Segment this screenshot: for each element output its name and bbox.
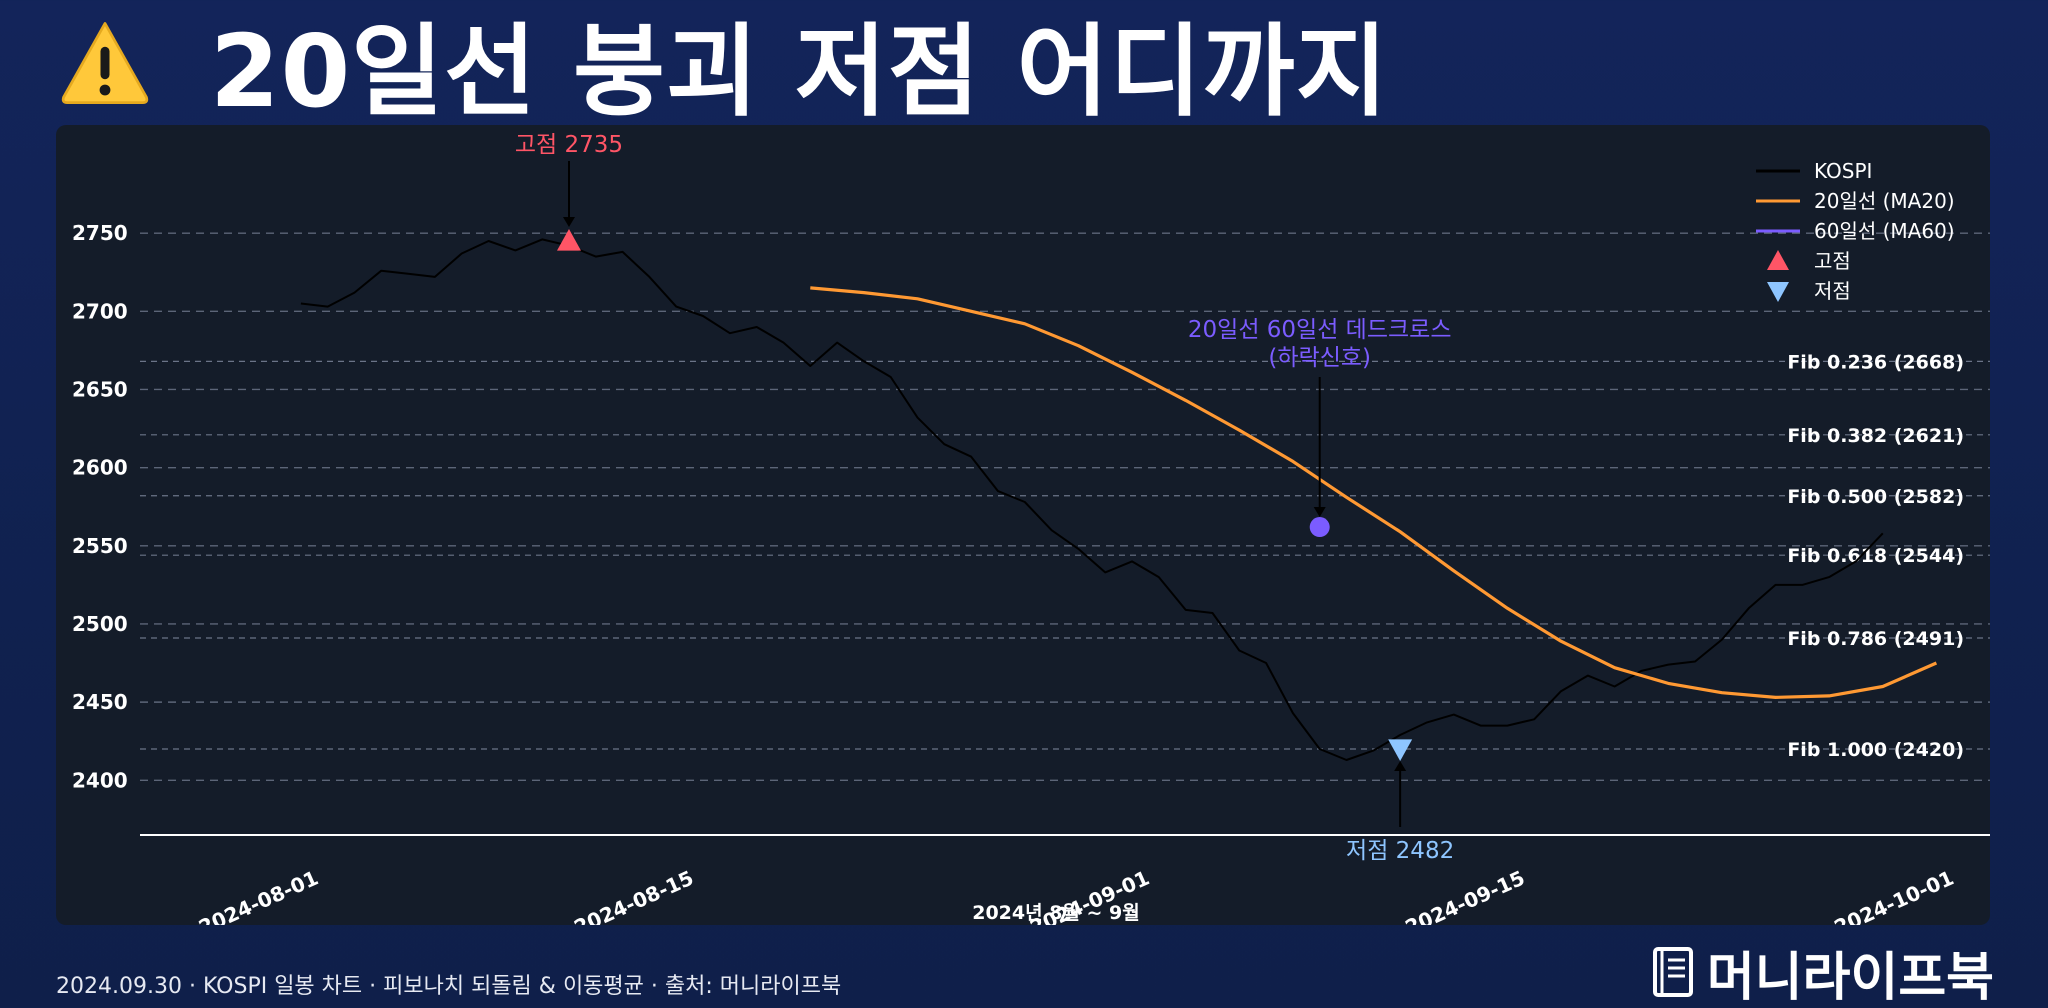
title-bar: 20일선 붕괴 저점 어디까지 <box>60 0 1389 130</box>
annotation-low-label: 저점 2482 <box>1346 838 1454 864</box>
annotation-arrowhead <box>1394 761 1407 772</box>
fib-level-label: Fib 0.382 (2621) <box>1787 425 1964 447</box>
legend-label: 고점 <box>1814 249 1851 273</box>
legend-label: 저점 <box>1814 279 1851 303</box>
fib-level-label: Fib 1.000 (2420) <box>1787 739 1964 761</box>
chart-panel: 2750 2700 2650 2600 2550 2500 2450 2400 Fib 0.23… <box>56 125 1990 925</box>
legend-swatch <box>1767 282 1789 302</box>
deadcross-marker <box>1309 517 1330 538</box>
footer-caption: 2024.09.30 · KOSPI 일봉 차트 · 피보나치 되돌림 & 이동… <box>56 974 842 999</box>
x-tick-label: 2024-10-01 <box>1831 866 1958 925</box>
y-tick-label: 2600 <box>72 456 128 480</box>
y-tick-label: 2650 <box>72 377 128 401</box>
y-tick-label: 2700 <box>72 299 128 323</box>
warning-icon <box>61 21 149 104</box>
y-tick-label: 2400 <box>72 768 128 792</box>
annotation-arrowhead <box>562 216 575 227</box>
series-line <box>810 286 1938 699</box>
annotation-high-label: 고점 2735 <box>515 132 623 158</box>
legend-label: 60일선 (MA60) <box>1814 219 1955 243</box>
y-tick-label: 2500 <box>72 612 128 636</box>
marker-low <box>1388 739 1413 762</box>
book-icon <box>1652 946 1693 997</box>
x-tick-label: 2024-08-01 <box>195 866 322 925</box>
y-tick-label: 2450 <box>72 690 128 714</box>
fib-level-label: Fib 0.786 (2491) <box>1787 628 1964 650</box>
marker-high <box>556 228 581 251</box>
x-axis-title: 2024년 8월 ~ 9월 <box>972 902 1140 924</box>
legend-label: 20일선 (MA20) <box>1814 189 1955 213</box>
x-tick-label: 2024-08-15 <box>570 866 697 925</box>
x-tick-label: 2024-09-15 <box>1402 866 1529 925</box>
kospi-chart: 2750 2700 2650 2600 2550 2500 2450 2400 Fib 0.23… <box>72 132 1990 925</box>
fib-level-label: Fib 0.236 (2668) <box>1787 351 1964 373</box>
series-line <box>300 238 1884 761</box>
fib-level-label: Fib 0.618 (2544) <box>1787 545 1964 567</box>
annotation-deadcross-sublabel: (하락신호) <box>1268 345 1371 371</box>
y-tick-label: 2750 <box>72 221 128 245</box>
page-title: 20일선 붕괴 저점 어디까지 <box>210 13 1389 130</box>
fib-level-label: Fib 0.500 (2582) <box>1787 486 1964 508</box>
annotation-deadcross-label: 20일선 60일선 데드크로스 <box>1188 317 1452 343</box>
y-tick-label: 2550 <box>72 534 128 558</box>
annotation-arrowhead <box>1313 507 1326 518</box>
brand-name: 머니라이프북 <box>1706 948 1994 1008</box>
legend-label: KOSPI <box>1814 159 1872 183</box>
legend-swatch <box>1767 250 1789 270</box>
brand-logo: 머니라이프북 <box>1651 935 1994 1008</box>
